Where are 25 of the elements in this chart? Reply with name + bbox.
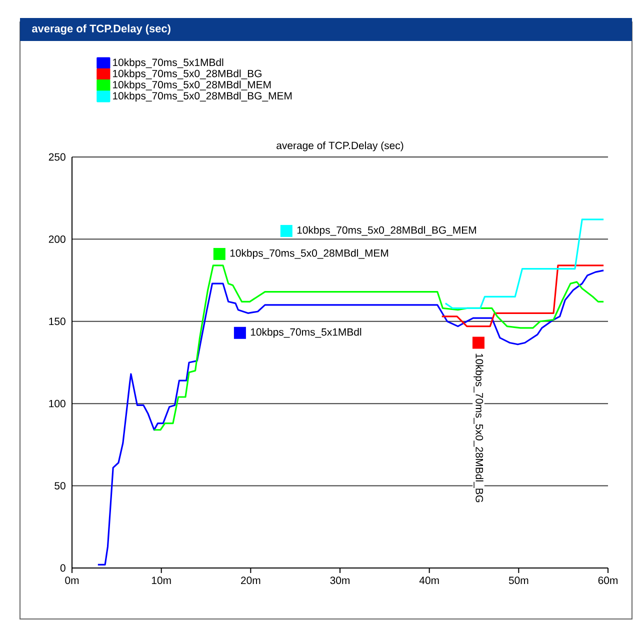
legend-label: 10kbps_70ms_5x0_28MBdl_BG xyxy=(113,70,262,80)
y-tick-label: 250 xyxy=(48,153,66,161)
x-tick-label: 40m xyxy=(419,576,439,584)
legend-label: 10kbps_70ms_5x0_28MBdl_MEM xyxy=(113,80,271,90)
annotation: 10kbps_70ms_5x1MBdl xyxy=(250,328,362,338)
line-series xyxy=(441,264,604,328)
line-series xyxy=(97,270,604,566)
x-tick-label: 10m xyxy=(152,576,171,584)
y-tick-label: 0 xyxy=(60,564,66,572)
legend-label: 10kbps_70ms_5x1MBdl xyxy=(113,58,224,68)
x-tick-label: 0m xyxy=(65,576,79,584)
chart-subtitle: average of TCP.Delay (sec) xyxy=(276,141,404,152)
x-tick-label: 60m xyxy=(598,576,618,584)
y-tick-label: 150 xyxy=(49,318,66,326)
y-tick-label: 200 xyxy=(48,235,66,243)
chart-title: average of TCP.Delay (sec) xyxy=(32,24,170,35)
y-tick-label: 50 xyxy=(54,482,66,490)
y-tick-label: 100 xyxy=(49,400,66,408)
x-tick-label: 30m xyxy=(330,576,350,584)
x-tick-label: 20m xyxy=(241,576,260,584)
annotation: 10kbps_70ms_5x0_28MBdl_BG xyxy=(474,354,484,502)
legend-label: 10kbps_70ms_5x0_28MBdl_BG_MEM xyxy=(113,92,292,102)
annotation: 10kbps_70ms_5x0_28MBdl_MEM xyxy=(230,249,388,259)
annotation: 10kbps_70ms_5x0_28MBdl_BG_MEM xyxy=(297,226,476,236)
x-tick-label: 50m xyxy=(508,576,528,584)
